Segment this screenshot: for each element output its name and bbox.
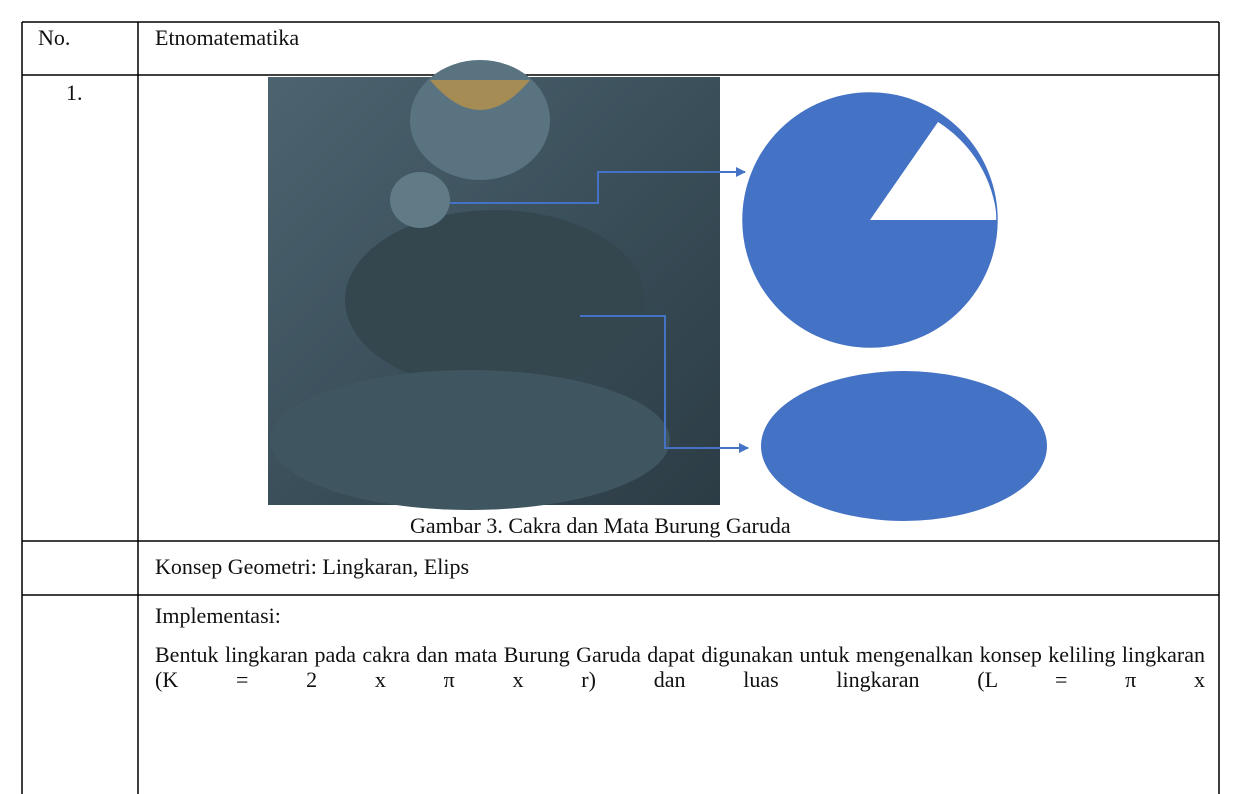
page: {"table": { "header": ["No.", "Etnomatem… [0,0,1241,794]
implementation-heading: Implementasi: [155,602,281,630]
header-no: No. [38,24,70,52]
implementation-text: Bentuk lingkaran pada cakra dan mata Bur… [155,642,1205,692]
concept-text: Konsep Geometri: Lingkaran, Elips [155,553,469,581]
header-title: Etnomatematika [155,24,299,52]
statue-photo [268,60,720,510]
ellipse-shape [761,371,1047,521]
figure-caption: Gambar 3. Cakra dan Mata Burung Garuda [410,512,791,540]
row-number: 1. [66,79,83,107]
circle-shape [743,93,997,347]
